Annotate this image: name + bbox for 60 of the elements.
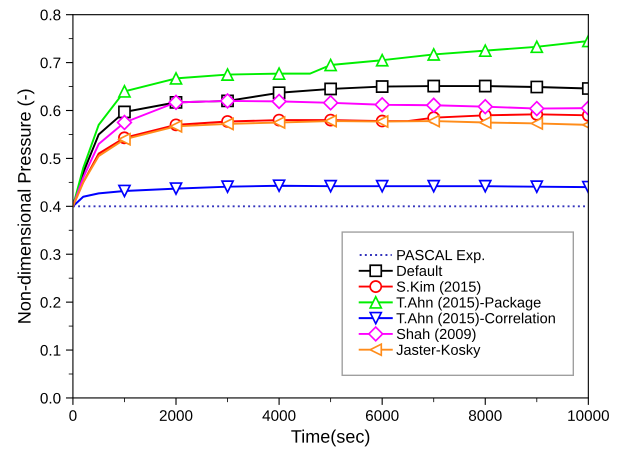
legend-label: S.Kim (2015) <box>396 281 480 295</box>
point <box>324 82 338 96</box>
x-tick-label: 6000 <box>366 410 399 421</box>
x-tick-label: 4000 <box>262 410 296 421</box>
point <box>478 98 493 114</box>
point <box>324 58 338 72</box>
legend-label: T.Ahn (2015)-Package <box>396 296 541 310</box>
x-tick-label: 10000 <box>568 410 609 421</box>
legend-label: Jaster-Kosky <box>396 344 480 358</box>
point <box>478 44 492 58</box>
point <box>118 184 131 198</box>
point <box>530 80 544 94</box>
point <box>221 180 234 194</box>
point <box>376 54 389 67</box>
point <box>478 180 492 193</box>
y-tick-label: 0.5 <box>40 153 60 164</box>
x-tick-label: 8000 <box>468 410 502 421</box>
point <box>529 100 545 116</box>
y-tick-label: 0.4 <box>40 201 61 212</box>
point <box>272 116 286 129</box>
point <box>427 114 440 128</box>
point <box>170 72 182 85</box>
legend-label: Default <box>397 265 442 276</box>
y-tick-label: 0.6 <box>40 105 60 116</box>
x-axis-title: Time(sec) <box>291 430 370 446</box>
point <box>221 118 234 130</box>
point <box>118 84 131 98</box>
legend-label: Shah (2009) <box>396 328 476 342</box>
x-tick-label: 2000 <box>160 410 192 421</box>
point <box>530 117 544 130</box>
point <box>272 67 286 80</box>
point <box>170 182 182 195</box>
y-tick-label: 0.7 <box>40 57 60 68</box>
point <box>530 40 544 54</box>
y-tick-label: 0.0 <box>40 392 61 404</box>
y-tick-label: 0.2 <box>40 297 60 308</box>
point <box>374 97 390 112</box>
point <box>427 48 440 61</box>
y-axis-title: Non-dimensional Pressure (-) <box>17 90 34 323</box>
point <box>116 114 132 130</box>
y-tick-label: 0.3 <box>40 249 60 260</box>
point <box>271 94 287 110</box>
point <box>376 80 389 93</box>
legend-label: T.Ahn (2015)-Correlation <box>396 312 555 326</box>
point <box>272 179 286 192</box>
point <box>376 180 389 193</box>
point <box>324 180 338 193</box>
y-tick-label: 0.1 <box>40 344 60 356</box>
point <box>221 68 234 81</box>
point <box>478 80 492 92</box>
point <box>426 98 442 113</box>
point <box>478 116 492 129</box>
point <box>427 80 440 92</box>
point <box>118 106 131 118</box>
legend-label: PASCAL Exp. <box>397 250 484 264</box>
y-tick-label: 0.8 <box>40 10 60 20</box>
point <box>530 180 544 194</box>
point <box>322 95 338 111</box>
x-tick-label: 0 <box>69 410 77 421</box>
point <box>427 180 440 193</box>
